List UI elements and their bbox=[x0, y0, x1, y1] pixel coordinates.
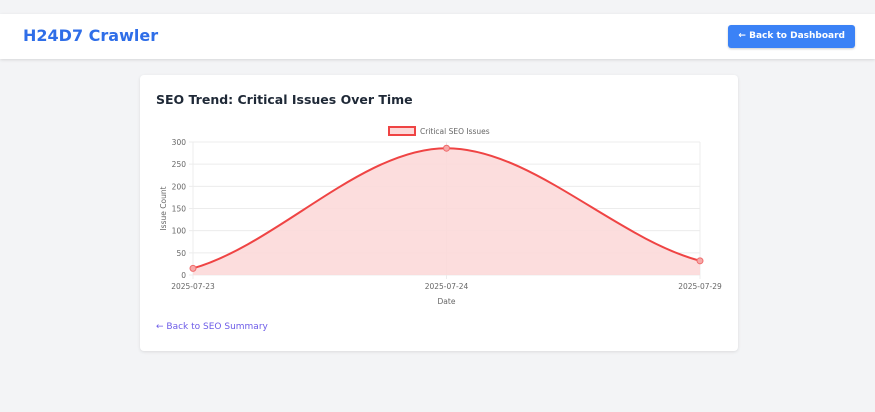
chart-card: SEO Trend: Critical Issues Over Time 0 50… bbox=[140, 75, 738, 351]
y-tick-label: 200 bbox=[172, 182, 187, 191]
back-to-dashboard-button[interactable]: ← Back to Dashboard bbox=[728, 25, 855, 48]
data-point bbox=[443, 144, 450, 152]
y-tick-label: 300 bbox=[172, 138, 187, 147]
x-tick-label: 2025-07-23 bbox=[171, 282, 215, 291]
series-area bbox=[193, 148, 700, 275]
y-tick-label: 100 bbox=[172, 227, 187, 236]
brand-logo[interactable]: H24D7 Crawler bbox=[23, 26, 159, 45]
back-to-seo-summary-link[interactable]: ← Back to SEO Summary bbox=[156, 322, 268, 332]
data-point bbox=[696, 257, 704, 265]
x-tick-label: 2025-07-24 bbox=[425, 282, 469, 291]
legend-label: Critical SEO Issues bbox=[420, 127, 490, 136]
x-axis-label: Date bbox=[438, 297, 456, 306]
legend-swatch bbox=[388, 126, 416, 136]
header: H24D7 Crawler ← Back to Dashboard bbox=[0, 14, 875, 59]
y-axis-label: Issue Count bbox=[159, 186, 168, 230]
y-tick-label: 50 bbox=[176, 249, 186, 258]
y-tick-label: 150 bbox=[172, 205, 187, 214]
x-tick-label: 2025-07-29 bbox=[678, 282, 722, 291]
y-tick-label: 250 bbox=[172, 160, 187, 169]
page-title: SEO Trend: Critical Issues Over Time bbox=[156, 92, 413, 107]
chart: 0 50 100 150 200 250 300 2025-07-23 2025-07-24 20… bbox=[159, 126, 722, 306]
y-tick-label: 0 bbox=[181, 271, 186, 280]
data-point bbox=[189, 264, 197, 272]
